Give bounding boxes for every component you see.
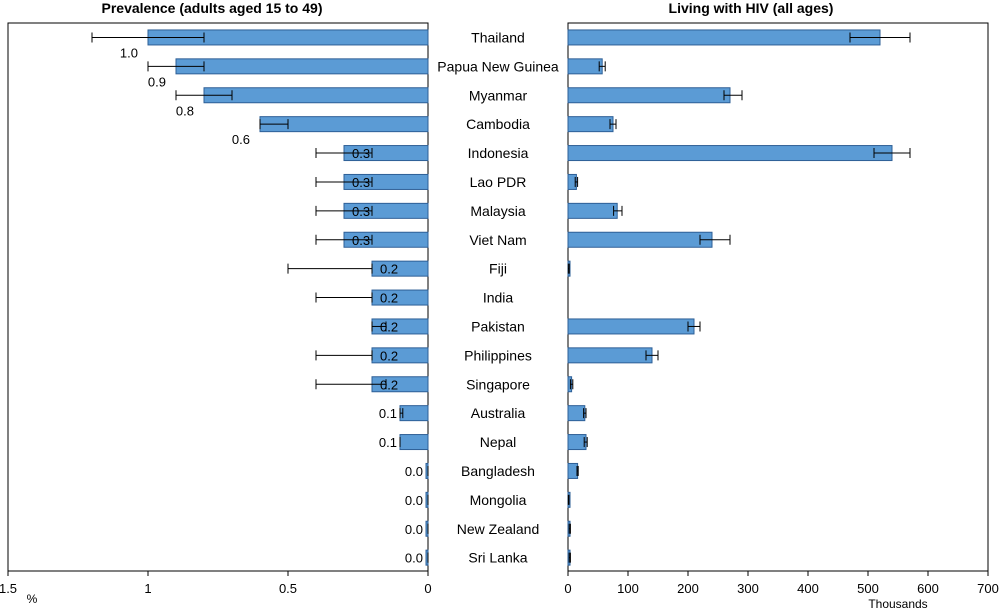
category-label: Indonesia — [468, 145, 529, 161]
prevalence-bar — [399, 405, 429, 422]
prevalence-value-label: 0.2 — [380, 291, 398, 306]
prevalence-value-label: 0.3 — [352, 146, 370, 161]
right-plot-frame — [567, 22, 989, 572]
prevalence-value-label: 0.3 — [352, 233, 370, 248]
left-x-tick-label: 0 — [424, 581, 431, 596]
right-panel-title: Living with HIV (all ages) — [669, 0, 834, 16]
category-label: India — [483, 290, 514, 306]
category-label: Philippines — [464, 347, 532, 363]
category-label: Cambodia — [466, 116, 530, 132]
hiv-count-bar — [567, 116, 614, 133]
hiv-count-bar — [567, 318, 695, 335]
category-label: Fiji — [489, 261, 507, 277]
category-label: Viet Nam — [469, 232, 526, 248]
right-x-tick-label: 200 — [677, 581, 699, 596]
prevalence-value-label: 0.0 — [405, 522, 423, 537]
prevalence-value-label: 0.0 — [405, 493, 423, 508]
prevalence-bar — [399, 434, 429, 451]
prevalence-value-label: 0.1 — [379, 435, 397, 450]
hiv-count-bar — [567, 462, 579, 479]
hiv-count-bar — [567, 58, 603, 75]
category-label: Lao PDR — [470, 174, 527, 190]
prevalence-value-label: 0.1 — [379, 406, 397, 421]
prevalence-value-label: 0.8 — [176, 103, 194, 118]
category-label: New Zealand — [457, 521, 540, 537]
prevalence-bar — [203, 87, 429, 104]
prevalence-value-label: 0.2 — [380, 319, 398, 334]
hiv-count-bar — [567, 145, 893, 162]
left-x-tick-label: 1.5 — [0, 581, 17, 596]
hiv-count-bar — [567, 231, 713, 248]
category-label: Malaysia — [470, 203, 525, 219]
prevalence-value-label: 0.3 — [352, 175, 370, 190]
category-label: Pakistan — [471, 318, 525, 334]
prevalence-value-label: 0.0 — [405, 464, 423, 479]
prevalence-value-label: 1.0 — [120, 45, 138, 60]
right-x-tick-label: 100 — [617, 581, 639, 596]
left-x-tick-label: 0.5 — [279, 581, 297, 596]
right-x-tick-label: 600 — [917, 581, 939, 596]
category-label: Australia — [471, 405, 526, 421]
hiv-count-bar — [567, 434, 587, 451]
right-x-tick-label: 500 — [857, 581, 879, 596]
right-x-tick-label: 0 — [564, 581, 571, 596]
prevalence-value-label: 0.9 — [148, 74, 166, 89]
category-label: Thailand — [471, 29, 525, 45]
category-label: Sri Lanka — [468, 550, 527, 566]
prevalence-value-label: 0.2 — [380, 377, 398, 392]
prevalence-value-label: 0.3 — [352, 204, 370, 219]
left-panel-title: Prevalence (adults aged 15 to 49) — [102, 0, 323, 16]
left-x-axis-label: % — [27, 592, 38, 606]
category-label: Singapore — [466, 376, 530, 392]
left-x-tick-label: 1 — [144, 581, 151, 596]
category-label: Bangladesh — [461, 463, 535, 479]
right-x-axis-label: Thousands — [868, 597, 927, 610]
prevalence-value-label: 0.2 — [380, 348, 398, 363]
category-label: Mongolia — [470, 492, 527, 508]
hiv-count-bar — [567, 29, 881, 46]
hiv-count-bar — [567, 202, 618, 219]
category-label: Myanmar — [469, 87, 528, 103]
prevalence-value-label: 0.0 — [405, 551, 423, 566]
right-x-tick-label: 400 — [797, 581, 819, 596]
category-label: Papua New Guinea — [437, 58, 559, 74]
category-label: Nepal — [480, 434, 517, 450]
right-x-tick-label: 300 — [737, 581, 759, 596]
hiv-count-bar — [567, 347, 653, 364]
right-x-tick-label: 700 — [977, 581, 999, 596]
prevalence-value-label: 0.2 — [380, 262, 398, 277]
left-plot-frame — [7, 22, 429, 572]
prevalence-bar — [175, 58, 429, 75]
prevalence-value-label: 0.6 — [232, 132, 250, 147]
hiv-count-bar — [567, 87, 731, 104]
hiv-count-bar — [567, 405, 586, 422]
